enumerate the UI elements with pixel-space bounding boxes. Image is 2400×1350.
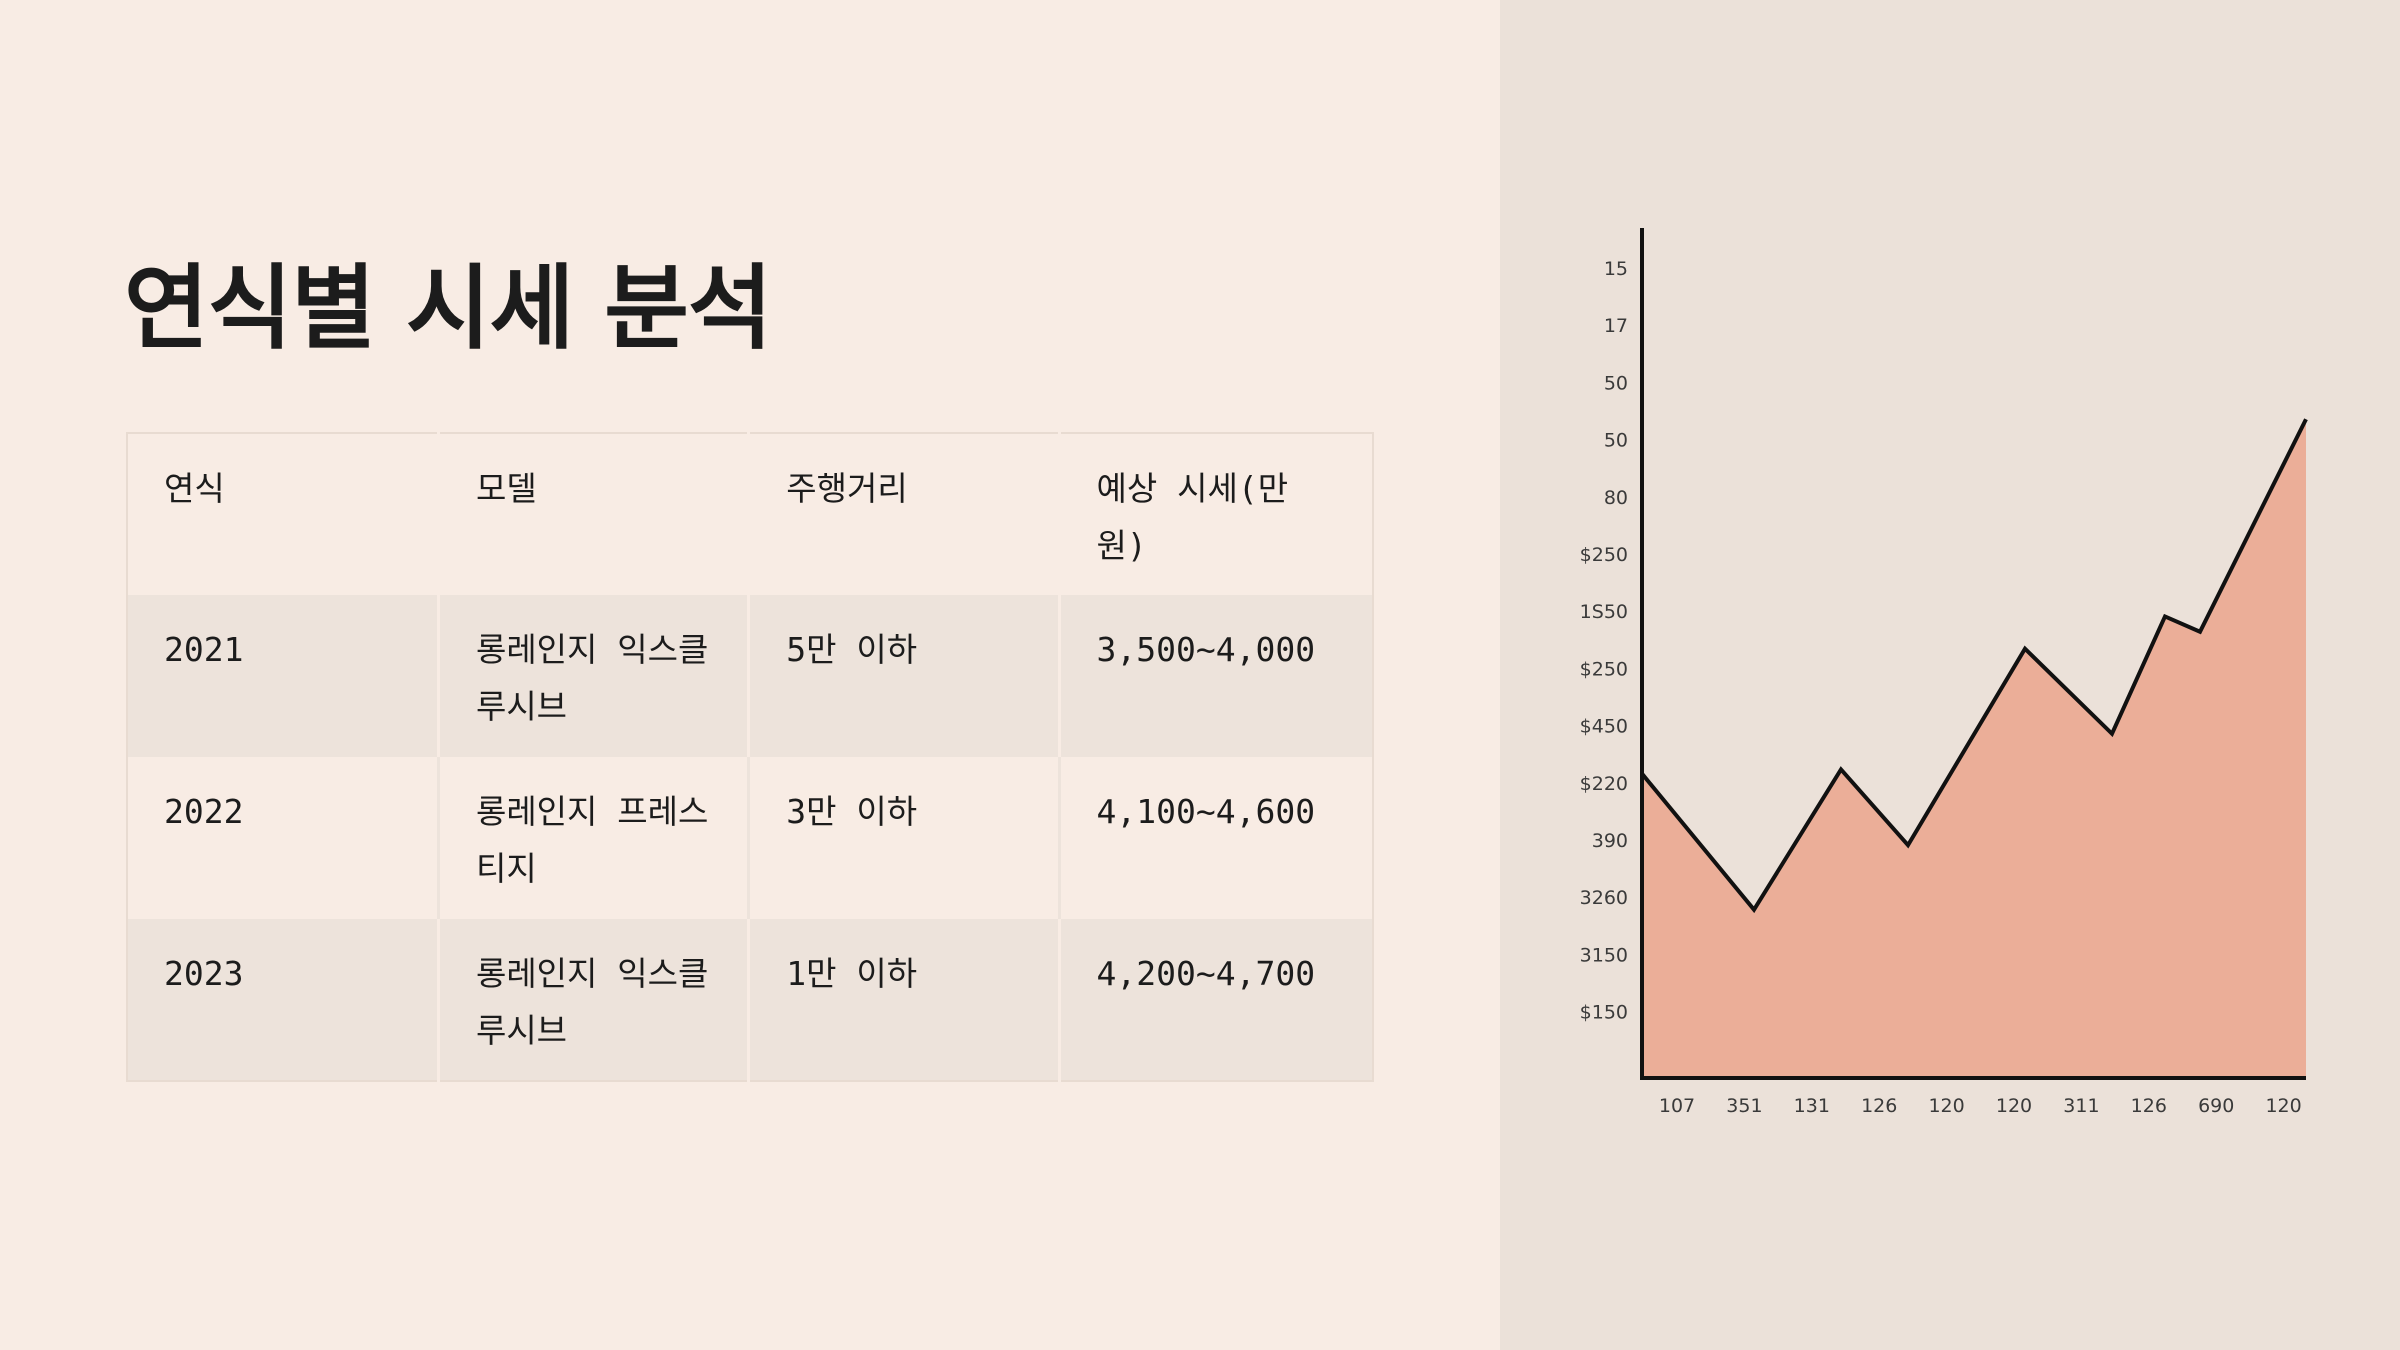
cell-model: 롱레인지 익스클루시브 xyxy=(436,919,749,1081)
x-tick-label: 131 xyxy=(1794,1095,1830,1117)
cell-model: 롱레인지 익스클루시브 xyxy=(436,595,749,757)
header-model: 모델 xyxy=(436,433,749,595)
cell-mileage: 3만 이하 xyxy=(747,757,1060,919)
y-tick-label: 15 xyxy=(1604,258,1628,280)
y-tick-label: 3260 xyxy=(1580,887,1628,909)
y-tick-label: 50 xyxy=(1604,430,1628,452)
y-tick-label: 50 xyxy=(1604,372,1628,394)
header-mileage: 주행거리 xyxy=(747,433,1060,595)
y-tick-label: 1S50 xyxy=(1580,601,1628,623)
cell-price: 3,500~4,000 xyxy=(1057,595,1373,757)
header-price: 예상 시세(만원) xyxy=(1057,433,1373,595)
price-table: 연식 모델 주행거리 예상 시세(만원) 2021 롱레인지 익스클루시브 5만… xyxy=(126,432,1374,1082)
x-tick-label: 690 xyxy=(2198,1095,2234,1117)
table-row: 2021 롱레인지 익스클루시브 5만 이하 3,500~4,000 xyxy=(127,595,1373,757)
table-row: 2023 롱레인지 익스클루시브 1만 이하 4,200~4,700 xyxy=(127,919,1373,1081)
x-tick-label: 107 xyxy=(1659,1095,1695,1117)
y-tick-label: 80 xyxy=(1604,487,1628,509)
table-header-row: 연식 모델 주행거리 예상 시세(만원) xyxy=(127,433,1373,595)
y-tick-label: $220 xyxy=(1580,773,1628,795)
header-year: 연식 xyxy=(127,433,439,595)
x-tick-label: 311 xyxy=(2063,1095,2099,1117)
y-tick-label: $250 xyxy=(1580,658,1628,680)
y-tick-label: 3150 xyxy=(1580,944,1628,966)
cell-model: 롱레인지 프레스티지 xyxy=(436,757,749,919)
y-tick-label: $450 xyxy=(1580,716,1628,738)
x-tick-label: 126 xyxy=(1861,1095,1897,1117)
cell-year: 2022 xyxy=(127,757,439,919)
x-tick-label: 120 xyxy=(2265,1095,2301,1117)
x-tick-label: 351 xyxy=(1726,1095,1762,1117)
page-title: 연식별 시세 분석 xyxy=(124,255,773,362)
y-tick-label: $150 xyxy=(1580,1002,1628,1024)
x-tick-label: 120 xyxy=(1928,1095,1964,1117)
x-tick-label: 120 xyxy=(1996,1095,2032,1117)
table-row: 2022 롱레인지 프레스티지 3만 이하 4,100~4,600 xyxy=(127,757,1373,919)
y-tick-label: 17 xyxy=(1604,315,1628,337)
y-tick-label: $250 xyxy=(1580,544,1628,566)
cell-price: 4,100~4,600 xyxy=(1057,757,1373,919)
cell-mileage: 5만 이하 xyxy=(747,595,1060,757)
cell-year: 2021 xyxy=(127,595,439,757)
y-tick-label: 390 xyxy=(1592,830,1628,852)
area-fill xyxy=(1642,419,2306,1078)
cell-mileage: 1만 이하 xyxy=(747,919,1060,1081)
x-tick-label: 126 xyxy=(2131,1095,2167,1117)
cell-year: 2023 xyxy=(127,919,439,1081)
cell-price: 4,200~4,700 xyxy=(1057,919,1373,1081)
